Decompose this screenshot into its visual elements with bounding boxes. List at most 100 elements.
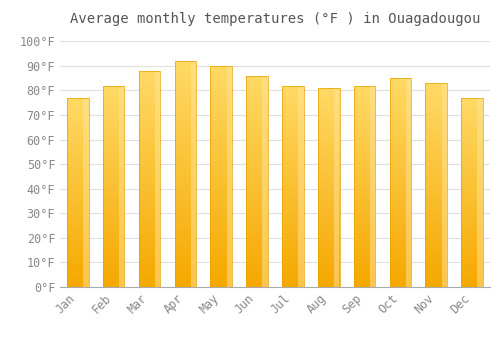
Bar xyxy=(318,255,340,257)
Bar xyxy=(318,136,340,138)
Bar xyxy=(318,142,340,144)
Bar xyxy=(426,85,447,87)
Bar xyxy=(462,196,483,198)
Bar xyxy=(426,218,447,220)
Bar xyxy=(354,259,376,261)
Bar xyxy=(174,176,196,178)
Bar xyxy=(462,251,483,253)
Bar xyxy=(426,226,447,228)
Bar xyxy=(67,149,88,151)
Bar xyxy=(318,261,340,263)
Bar xyxy=(354,152,376,154)
Bar xyxy=(318,249,340,251)
Bar xyxy=(390,226,411,229)
Bar xyxy=(390,116,411,118)
Bar xyxy=(318,239,340,241)
Bar xyxy=(282,90,304,92)
Bar xyxy=(103,128,124,130)
Bar xyxy=(318,253,340,255)
Bar xyxy=(139,177,160,179)
Bar xyxy=(246,224,268,226)
Bar xyxy=(282,108,304,110)
Bar xyxy=(426,83,447,85)
Bar xyxy=(318,176,340,177)
Bar xyxy=(139,283,160,285)
Bar xyxy=(139,118,160,120)
Bar xyxy=(282,271,304,273)
Bar xyxy=(246,203,268,205)
Bar xyxy=(67,221,88,223)
Bar xyxy=(103,122,124,124)
Bar xyxy=(426,269,447,271)
Bar xyxy=(174,203,196,206)
Bar xyxy=(462,160,483,162)
Bar xyxy=(462,247,483,249)
Bar xyxy=(318,144,340,146)
Bar xyxy=(318,88,340,90)
Bar xyxy=(103,96,124,98)
Bar xyxy=(67,272,88,274)
Bar xyxy=(462,225,483,226)
Bar xyxy=(282,106,304,108)
Bar xyxy=(282,126,304,128)
Bar xyxy=(462,253,483,255)
Bar xyxy=(103,247,124,249)
Bar xyxy=(354,116,376,118)
Bar xyxy=(390,195,411,197)
Bar xyxy=(174,267,196,269)
Bar xyxy=(282,234,304,237)
Bar xyxy=(318,156,340,158)
Bar xyxy=(462,109,483,111)
Bar xyxy=(174,215,196,217)
Bar xyxy=(354,106,376,108)
Bar xyxy=(246,274,268,277)
Bar xyxy=(390,268,411,270)
Bar xyxy=(282,237,304,239)
Bar xyxy=(426,242,447,244)
Bar xyxy=(210,214,232,216)
Bar xyxy=(282,184,304,186)
Bar xyxy=(246,198,268,201)
Bar xyxy=(174,131,196,133)
Bar xyxy=(67,259,88,260)
Bar xyxy=(174,185,196,188)
Bar xyxy=(210,190,232,192)
Bar xyxy=(462,168,483,170)
Bar xyxy=(354,267,376,269)
Bar xyxy=(210,267,232,269)
Bar xyxy=(174,149,196,152)
Bar xyxy=(390,124,411,126)
Bar xyxy=(246,167,268,169)
Bar xyxy=(139,190,160,192)
Bar xyxy=(390,141,411,143)
Bar xyxy=(462,156,483,158)
Bar xyxy=(67,206,88,208)
Bar xyxy=(103,281,124,283)
Bar xyxy=(426,257,447,258)
Bar xyxy=(103,229,124,231)
Bar xyxy=(426,230,447,232)
Bar xyxy=(67,279,88,281)
Bar xyxy=(246,110,268,112)
Bar xyxy=(246,283,268,285)
Bar xyxy=(246,260,268,262)
Bar xyxy=(318,189,340,191)
Bar xyxy=(103,198,124,201)
Bar xyxy=(354,112,376,114)
Bar xyxy=(354,237,376,239)
Bar xyxy=(426,112,447,114)
Bar xyxy=(390,193,411,195)
Bar xyxy=(67,164,88,166)
Bar xyxy=(67,215,88,217)
Bar xyxy=(318,96,340,98)
Bar xyxy=(139,285,160,287)
Bar xyxy=(282,100,304,101)
Bar xyxy=(67,143,88,145)
Bar xyxy=(318,118,340,120)
Bar xyxy=(426,250,447,252)
Bar xyxy=(318,122,340,124)
Bar xyxy=(426,161,447,163)
Bar xyxy=(103,154,124,156)
Bar xyxy=(246,230,268,232)
Bar xyxy=(390,160,411,162)
